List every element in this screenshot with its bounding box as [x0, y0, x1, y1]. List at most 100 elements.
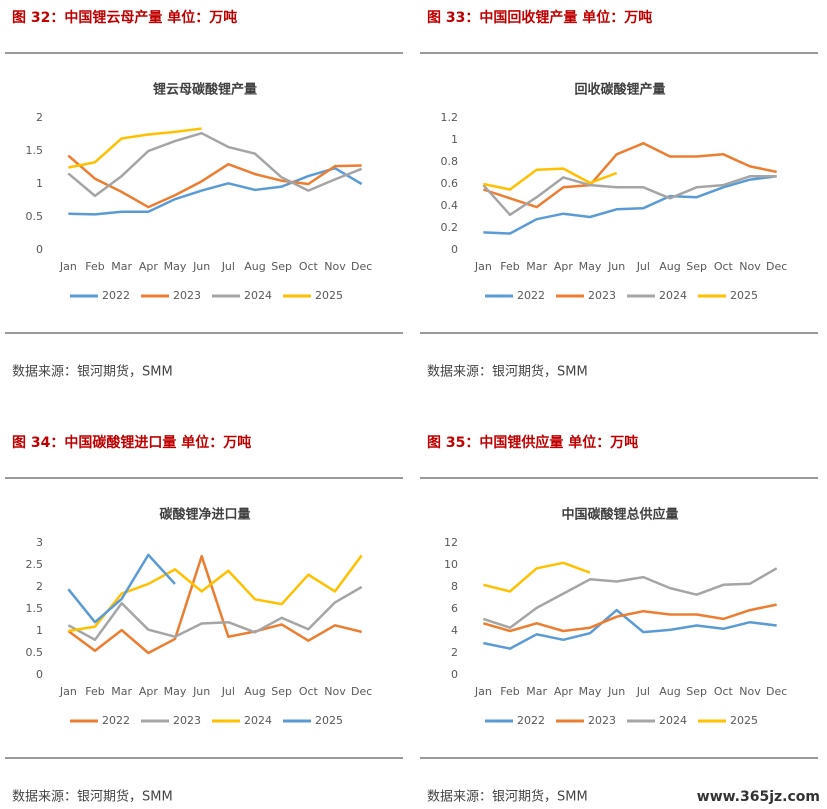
y-tick-label: 6	[451, 602, 458, 615]
y-tick-label: 2	[36, 111, 43, 124]
series-line	[67, 585, 363, 642]
x-tick-label: May	[579, 685, 602, 698]
x-tick-label: Apr	[554, 685, 574, 698]
series-line	[68, 554, 363, 633]
x-tick-label: Mar	[526, 260, 547, 273]
legend-label: 2022	[102, 714, 130, 727]
series-line	[483, 175, 777, 235]
legend-label: 2024	[659, 289, 687, 302]
figure-heading: 图 35：中国锂供应量 单位：万吨	[427, 434, 638, 451]
x-tick-label: Nov	[739, 685, 761, 698]
x-tick-label: Dec	[351, 685, 372, 698]
source: 数据来源：银河期货，SMM	[12, 789, 173, 805]
x-tick-label: Aug	[244, 685, 265, 698]
x-tick-label: Nov	[739, 260, 761, 273]
series-line	[483, 167, 618, 191]
x-tick-label: Jun	[192, 260, 210, 273]
legend-label: 2024	[659, 714, 687, 727]
series-line	[68, 166, 363, 216]
y-tick-label: 0.5	[26, 646, 44, 659]
x-tick-label: Oct	[299, 260, 319, 273]
x-tick-label: Oct	[714, 260, 734, 273]
source: 数据来源：银河期货，SMM	[427, 364, 588, 380]
chart-title: 碳酸锂净进口量	[159, 507, 250, 523]
y-tick-label: 1.5	[26, 144, 44, 157]
x-tick-label: Mar	[111, 685, 132, 698]
legend-label: 2022	[517, 289, 545, 302]
x-tick-label: Aug	[659, 685, 680, 698]
x-tick-label: Nov	[324, 685, 346, 698]
x-tick-label: Sep	[686, 685, 707, 698]
series-line	[483, 561, 591, 593]
x-tick-label: Nov	[324, 260, 346, 273]
legend-label: 2025	[730, 289, 758, 302]
source: 数据来源：银河期货，SMM	[427, 789, 588, 805]
y-tick-label: 4	[451, 624, 458, 637]
legend-label: 2025	[730, 714, 758, 727]
y-tick-label: 8	[451, 580, 458, 593]
x-tick-label: Jun	[607, 260, 625, 273]
y-tick-label: 1.5	[26, 602, 44, 615]
source: 数据来源：银河期货，SMM	[12, 364, 173, 380]
chart-title: 回收碳酸锂产量	[574, 82, 665, 98]
legend-label: 2023	[173, 714, 201, 727]
x-tick-label: Jan	[474, 685, 492, 698]
x-tick-label: Apr	[554, 260, 574, 273]
series-line	[67, 553, 176, 624]
series-line	[482, 175, 777, 217]
figure-heading: 图 32：中国锂云母产量 单位：万吨	[12, 9, 237, 26]
x-tick-label: Dec	[766, 260, 787, 273]
x-tick-label: Apr	[139, 260, 159, 273]
x-tick-label: Jul	[636, 685, 650, 698]
y-tick-label: 3	[36, 536, 43, 549]
y-tick-label: 0	[451, 668, 458, 681]
x-tick-label: Apr	[139, 685, 159, 698]
series-line	[482, 603, 777, 633]
y-tick-label: 1.2	[441, 111, 459, 124]
legend-label: 2022	[517, 714, 545, 727]
legend-label: 2024	[244, 714, 272, 727]
x-tick-label: Oct	[714, 685, 734, 698]
y-tick-label: 2.5	[26, 558, 44, 571]
y-tick-label: 0	[451, 243, 458, 256]
y-tick-label: 0.8	[441, 155, 459, 168]
y-tick-label: 0.4	[441, 199, 459, 212]
x-tick-label: Jan	[59, 260, 77, 273]
y-tick-label: 10	[444, 558, 458, 571]
x-tick-label: Dec	[766, 685, 787, 698]
x-tick-label: Sep	[271, 685, 292, 698]
legend-label: 2025	[315, 289, 343, 302]
x-tick-label: Feb	[85, 260, 104, 273]
x-tick-label: May	[164, 685, 187, 698]
figure-heading: 图 34：中国碳酸锂进口量 单位：万吨	[12, 434, 251, 451]
x-tick-label: Feb	[500, 685, 519, 698]
chart-title: 中国碳酸锂总供应量	[561, 507, 678, 523]
series-line	[67, 554, 362, 655]
x-tick-label: Jan	[474, 260, 492, 273]
y-tick-label: 0	[36, 668, 43, 681]
x-tick-label: Jun	[607, 685, 625, 698]
x-tick-label: Mar	[526, 685, 547, 698]
series-line	[67, 131, 363, 198]
x-tick-label: Sep	[686, 260, 707, 273]
x-tick-label: Aug	[659, 260, 680, 273]
x-tick-label: Feb	[500, 260, 519, 273]
legend-label: 2023	[173, 289, 201, 302]
figure-heading: 图 33：中国回收锂产量 单位：万吨	[427, 9, 652, 26]
legend-label: 2024	[244, 289, 272, 302]
x-tick-label: Jul	[221, 260, 235, 273]
y-tick-label: 1	[36, 624, 43, 637]
legend-label: 2023	[588, 714, 616, 727]
chart-title: 锂云母碳酸锂产量	[153, 82, 257, 98]
x-tick-label: May	[164, 260, 187, 273]
y-tick-label: 0	[36, 243, 43, 256]
series-line	[483, 608, 777, 650]
y-tick-label: 2	[36, 580, 43, 593]
x-tick-label: Mar	[111, 260, 132, 273]
y-tick-label: 0.2	[441, 221, 459, 234]
x-tick-label: Oct	[299, 685, 319, 698]
